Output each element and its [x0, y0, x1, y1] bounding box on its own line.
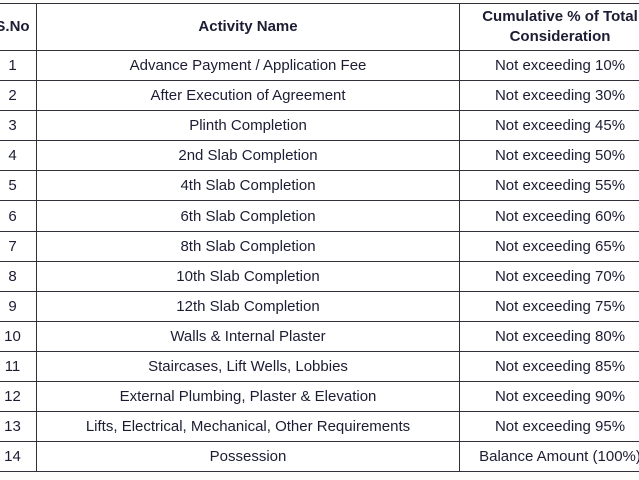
cumulative-cell: Not exceeding 75% [459, 290, 639, 322]
sno-cell: 8 [0, 260, 37, 292]
table-row: 9 12th Slab Completion Not exceeding 75% [0, 290, 639, 322]
activity-cell: 12th Slab Completion [36, 290, 460, 322]
sno-cell: 9 [0, 290, 37, 322]
cumulative-cell: Not exceeding 85% [459, 350, 639, 383]
sno-cell: 14 [0, 441, 37, 473]
table-row: 4 2nd Slab Completion Not exceeding 50% [0, 140, 639, 172]
sno-cell: 1 [0, 49, 37, 82]
table-row: 2 After Execution of Agreement Not excee… [0, 80, 639, 112]
table-row: 13 Lifts, Electrical, Mechanical, Other … [0, 411, 639, 443]
table-body: 1 Advance Payment / Application Fee Not … [0, 49, 639, 473]
sno-cell: 10 [0, 320, 37, 352]
activity-cell: Staircases, Lift Wells, Lobbies [36, 350, 460, 383]
sno-cell: 2 [0, 80, 37, 112]
table-row: 11 Staircases, Lift Wells, Lobbies Not e… [0, 350, 639, 383]
activity-cell: Advance Payment / Application Fee [36, 49, 460, 82]
table-row: 6 6th Slab Completion Not exceeding 60% [0, 200, 639, 232]
payment-schedule-table: S.No Activity Name Cumulative % of Total… [0, 3, 639, 473]
cumulative-cell: Not exceeding 90% [459, 381, 639, 413]
header-row: S.No Activity Name Cumulative % of Total… [0, 3, 639, 51]
activity-cell: 10th Slab Completion [36, 260, 460, 292]
activity-cell: External Plumbing, Plaster & Elevation [36, 381, 460, 413]
column-header-cumulative: Cumulative % of Total Consideration [459, 3, 639, 51]
sno-cell: 11 [0, 350, 37, 383]
cumulative-cell: Not exceeding 10% [459, 49, 639, 82]
sno-cell: 6 [0, 200, 37, 232]
sno-cell: 4 [0, 140, 37, 172]
cumulative-cell: Not exceeding 45% [459, 110, 639, 142]
table-row: 8 10th Slab Completion Not exceeding 70% [0, 260, 639, 292]
cumulative-cell: Not exceeding 30% [459, 80, 639, 112]
sno-cell: 3 [0, 110, 37, 142]
activity-cell: Plinth Completion [36, 110, 460, 142]
sno-cell: 5 [0, 170, 37, 202]
sno-cell: 7 [0, 230, 37, 262]
cumulative-cell: Not exceeding 95% [459, 411, 639, 443]
table-row: 7 8th Slab Completion Not exceeding 65% [0, 230, 639, 262]
activity-cell: 6th Slab Completion [36, 200, 460, 232]
table-row: 10 Walls & Internal Plaster Not exceedin… [0, 320, 639, 352]
column-header-activity: Activity Name [36, 3, 460, 51]
table-row: 5 4th Slab Completion Not exceeding 55% [0, 170, 639, 202]
activity-cell: Lifts, Electrical, Mechanical, Other Req… [36, 411, 460, 443]
table-row: 1 Advance Payment / Application Fee Not … [0, 49, 639, 82]
cumulative-cell: Balance Amount (100%) [459, 441, 639, 473]
cumulative-cell: Not exceeding 70% [459, 260, 639, 292]
table-row: 12 External Plumbing, Plaster & Elevatio… [0, 381, 639, 413]
cumulative-cell: Not exceeding 55% [459, 170, 639, 202]
activity-cell: 4th Slab Completion [36, 170, 460, 202]
cumulative-cell: Not exceeding 60% [459, 200, 639, 232]
table-row: 3 Plinth Completion Not exceeding 45% [0, 110, 639, 142]
activity-cell: 8th Slab Completion [36, 230, 460, 262]
cumulative-cell: Not exceeding 65% [459, 230, 639, 262]
column-header-sno: S.No [0, 3, 37, 51]
activity-cell: Walls & Internal Plaster [36, 320, 460, 352]
activity-cell: After Execution of Agreement [36, 80, 460, 112]
activity-cell: 2nd Slab Completion [36, 140, 460, 172]
table-row: 14 Possession Balance Amount (100%) [0, 441, 639, 473]
sno-cell: 13 [0, 411, 37, 443]
sno-cell: 12 [0, 381, 37, 413]
cumulative-cell: Not exceeding 80% [459, 320, 639, 352]
activity-cell: Possession [36, 441, 460, 473]
cumulative-cell: Not exceeding 50% [459, 140, 639, 172]
